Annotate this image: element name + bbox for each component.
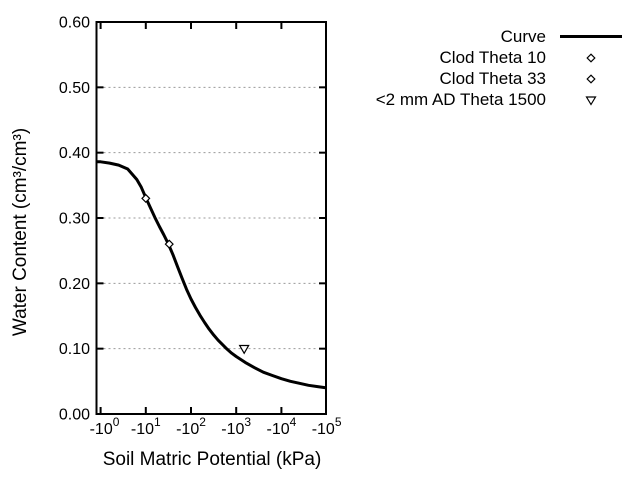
marker-clod-theta-33 <box>164 239 174 249</box>
x-tick-label: -104 <box>266 415 296 438</box>
y-axis-title: Water Content (cm³/cm³) <box>10 127 31 337</box>
legend-line-sample <box>546 35 636 38</box>
legend-label: Curve <box>500 27 546 46</box>
legend-item: <2 mm AD Theta 1500 <box>352 89 636 110</box>
y-tick-label: 0.40 <box>59 145 90 162</box>
y-tick-label: 0.60 <box>59 15 90 32</box>
legend-label: Clod Theta 33 <box>439 69 546 88</box>
legend-label: Clod Theta 10 <box>439 48 546 67</box>
plot-frame <box>95 21 327 415</box>
legend-item: Clod Theta 33 <box>352 68 636 89</box>
x-axis-title: Soil Matric Potential (kPa) <box>102 449 322 470</box>
y-tick-label: 0.10 <box>59 341 90 358</box>
y-tick-label: 0.20 <box>59 276 90 293</box>
legend-label: <2 mm AD Theta 1500 <box>375 90 546 109</box>
diamond-marker-icon <box>546 72 636 86</box>
marker-clod-theta-10 <box>141 193 151 204</box>
curve-line <box>96 160 327 390</box>
line-sample-icon <box>560 35 622 38</box>
x-tick-label: -101 <box>131 415 161 438</box>
triangle-down-marker-icon <box>546 93 636 107</box>
x-tick-label: -100 <box>90 415 120 438</box>
x-tick-label: -102 <box>176 415 206 438</box>
legend-item: Curve <box>352 26 636 47</box>
y-tick-label: 0.30 <box>59 211 90 228</box>
x-tick-label: -103 <box>221 415 251 438</box>
y-tick-label: 0.00 <box>59 407 90 424</box>
legend: Curve Clod Theta 10 Clod Theta 33 <2 mm AD … <box>352 26 636 110</box>
y-tick-label: 0.50 <box>59 80 90 97</box>
diamond-marker-icon <box>546 51 636 65</box>
legend-item: Clod Theta 10 <box>352 47 636 68</box>
marker--2-mm-ad-theta-1500 <box>238 344 250 355</box>
x-tick-label: -105 <box>312 415 342 438</box>
